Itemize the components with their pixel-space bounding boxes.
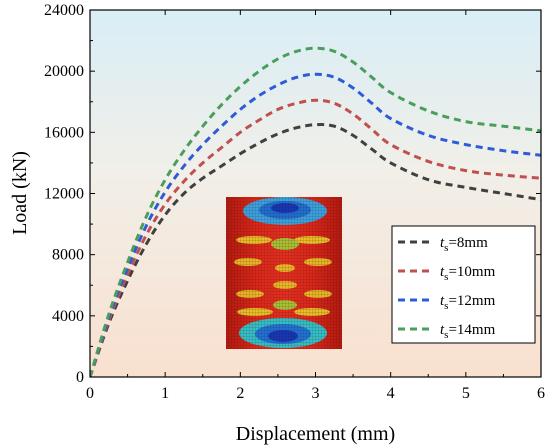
legend-box <box>391 225 536 344</box>
series-line-4 <box>90 46 541 377</box>
x-tick-label: 2 <box>236 385 244 402</box>
x-tick-label: 3 <box>312 385 320 402</box>
y-tick-label: 12000 <box>44 186 84 203</box>
y-tick-label: 24000 <box>44 2 84 19</box>
y-tick-label: 0 <box>76 369 84 386</box>
legend-label-2: ts=10mm <box>440 264 496 283</box>
legend: ts=8mm ts=10mm ts=12mm ts=14mm <box>391 225 536 344</box>
tube-contour-inset <box>226 197 342 349</box>
series-line-1 <box>90 123 541 377</box>
y-axis-title: Load (kN) <box>9 151 31 235</box>
x-tick-label: 5 <box>462 385 470 402</box>
legend-label-1: ts=8mm <box>440 235 488 254</box>
y-tick-label: 20000 <box>44 63 84 80</box>
y-tick-label: 16000 <box>44 124 84 141</box>
y-tick-label: 4000 <box>52 308 84 325</box>
y-tick-label: 8000 <box>52 247 84 264</box>
series-line-3 <box>90 72 541 377</box>
series-line-2 <box>90 98 541 377</box>
x-tick-label: 6 <box>537 385 545 402</box>
legend-label-3: ts=12mm <box>440 293 496 312</box>
x-tick-label: 4 <box>387 385 395 402</box>
x-tick-label: 1 <box>161 385 169 402</box>
x-axis-title: Displacement (mm) <box>236 423 395 445</box>
x-tick-label: 0 <box>86 385 94 402</box>
legend-label-4: ts=14mm <box>440 322 496 341</box>
